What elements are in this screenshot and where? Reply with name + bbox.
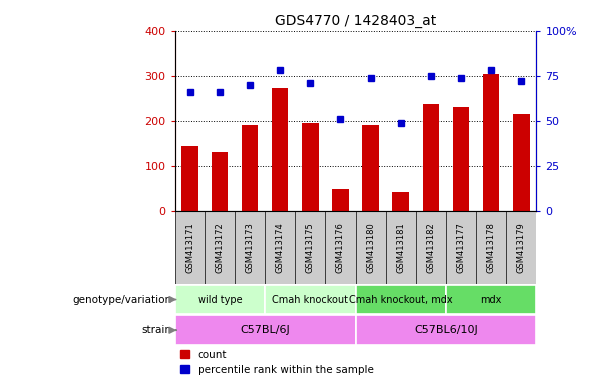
Bar (446, 285, 536, 314)
Bar (362, 124, 379, 211)
Text: GSM413180: GSM413180 (366, 222, 375, 273)
Bar (272, 88, 289, 211)
Bar (332, 189, 349, 211)
Text: GSM413182: GSM413182 (427, 222, 435, 273)
Bar (265, 285, 356, 314)
Title: GDS4770 / 1428403_at: GDS4770 / 1428403_at (275, 14, 436, 28)
Legend: count, percentile rank within the sample: count, percentile rank within the sample (180, 350, 373, 375)
Text: GSM413181: GSM413181 (396, 222, 405, 273)
Text: GSM413178: GSM413178 (487, 222, 496, 273)
Text: GSM413172: GSM413172 (215, 222, 224, 273)
Bar (392, 192, 409, 211)
Text: C57BL6/10J: C57BL6/10J (414, 325, 478, 335)
Text: genotype/variation: genotype/variation (72, 295, 171, 305)
Text: GSM413179: GSM413179 (517, 222, 526, 273)
Bar (513, 114, 530, 211)
Text: Cmah knockout: Cmah knockout (272, 295, 348, 305)
Text: Cmah knockout, mdx: Cmah knockout, mdx (349, 295, 452, 305)
Bar (211, 152, 228, 211)
Text: C57BL/6J: C57BL/6J (240, 325, 290, 335)
Text: GSM413174: GSM413174 (276, 222, 284, 273)
Bar (356, 316, 536, 345)
Text: GSM413176: GSM413176 (336, 222, 345, 273)
Bar (302, 123, 319, 211)
Text: GSM413173: GSM413173 (246, 222, 254, 273)
Bar (356, 285, 446, 314)
Bar (483, 74, 500, 211)
Bar (453, 106, 470, 211)
Text: GSM413177: GSM413177 (457, 222, 465, 273)
Text: wild type: wild type (197, 295, 242, 305)
Text: GSM413175: GSM413175 (306, 222, 315, 273)
Text: mdx: mdx (481, 295, 502, 305)
Bar (242, 124, 258, 211)
Text: strain: strain (141, 325, 171, 335)
Text: GSM413171: GSM413171 (185, 222, 194, 273)
Bar (175, 285, 265, 314)
Bar (175, 316, 356, 345)
Bar (422, 104, 439, 211)
Bar (181, 146, 198, 211)
